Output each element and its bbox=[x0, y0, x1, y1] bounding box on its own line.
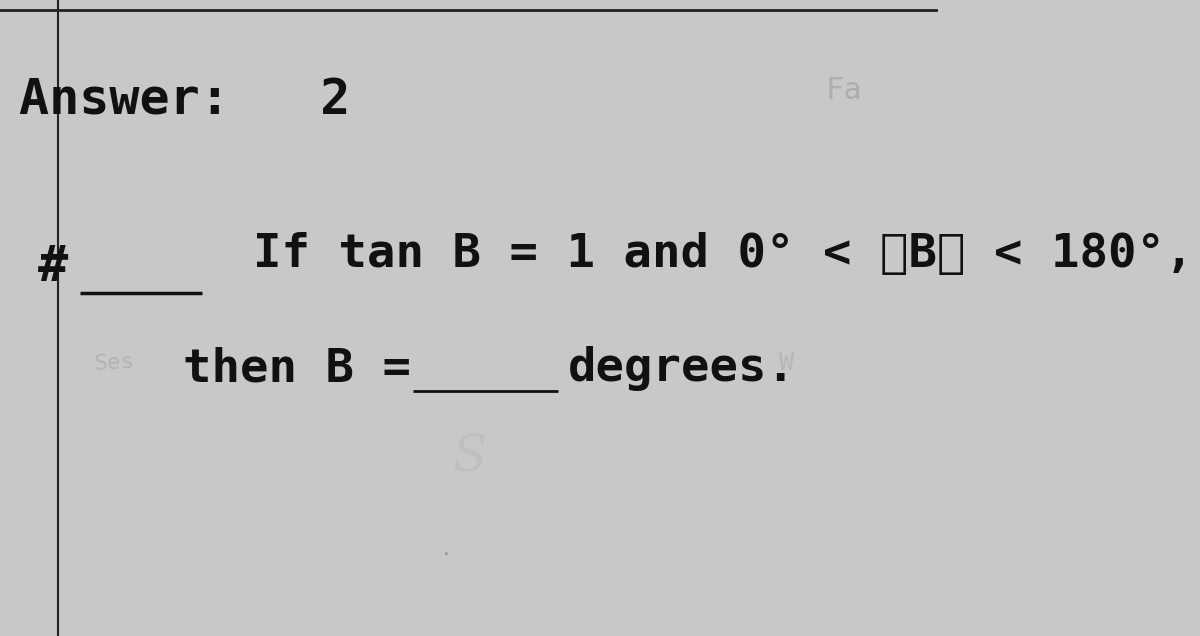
Text: Answer:   2: Answer: 2 bbox=[19, 76, 350, 124]
Text: Fa: Fa bbox=[826, 76, 863, 106]
Text: Ses: Ses bbox=[94, 352, 134, 373]
Text: If tan B = 1 and 0° < ​B​ < 180°,: If tan B = 1 and 0° < ​B​ < 180°, bbox=[253, 232, 1194, 277]
Text: W: W bbox=[779, 350, 794, 375]
Text: degrees.: degrees. bbox=[568, 347, 796, 391]
Text: #: # bbox=[37, 243, 67, 291]
Text: S: S bbox=[452, 433, 486, 483]
Text: then B =: then B = bbox=[182, 347, 439, 391]
